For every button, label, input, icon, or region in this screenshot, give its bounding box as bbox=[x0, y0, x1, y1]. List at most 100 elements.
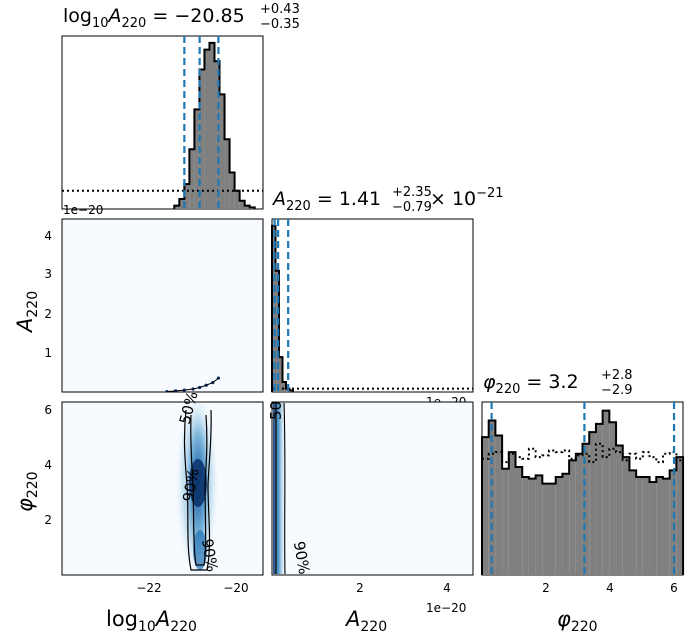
hist-phi-bar bbox=[549, 483, 556, 575]
hist-logA-bar bbox=[239, 200, 245, 209]
hist-phi-bar bbox=[535, 475, 543, 575]
hist-phi-panel: φ220 = 3.2 +2.8 −2.9 bbox=[481, 368, 685, 576]
ytick-A-1: 1 bbox=[44, 346, 52, 360]
hist-logA-bar bbox=[244, 205, 250, 209]
ytick-phi-4: 4 bbox=[44, 458, 52, 472]
xaxis-A-offset-text: 1e−20 bbox=[426, 601, 466, 615]
hist-phi-title: φ220 = 3.2 bbox=[483, 371, 579, 397]
hist-logA-bar bbox=[234, 190, 240, 209]
xtick-A-2: 2 bbox=[356, 581, 364, 595]
hist-A-lower-err: −0.79 bbox=[392, 200, 432, 215]
hist-logA-lower-err: −0.35 bbox=[260, 17, 300, 32]
hist-logA-bar bbox=[219, 94, 225, 209]
hist-phi-bar bbox=[669, 470, 677, 575]
xtick-phi-2: 2 bbox=[542, 581, 550, 595]
hist-phi-bar bbox=[649, 481, 657, 575]
contour-label-90-right: 90% bbox=[198, 537, 222, 573]
contour-label-90-left: 90% bbox=[179, 467, 203, 503]
hist-phi-bar bbox=[622, 457, 630, 575]
xtick-phi-6: 6 bbox=[670, 581, 678, 595]
hist-phi-bar bbox=[676, 457, 684, 575]
xlabel-logA: log10A220 bbox=[106, 607, 197, 635]
scatter-A-vs-logA-frame bbox=[61, 218, 264, 393]
contour-label-50-A: 50 bbox=[267, 401, 285, 420]
hist-logA-upper-err: +0.43 bbox=[260, 2, 300, 17]
hist-logA-panel: log10A220 = −20.85 +0.43 −0.35 1e−20 bbox=[61, 2, 300, 217]
density-lower-lobe bbox=[193, 530, 207, 570]
hist-phi-bar bbox=[582, 443, 590, 575]
scatter-contour bbox=[166, 377, 219, 392]
ytick-A-3: 3 bbox=[44, 267, 52, 281]
hist-phi-bar bbox=[562, 473, 570, 575]
hist-logA-bar bbox=[199, 69, 205, 209]
hist-phi-upper-err: +2.8 bbox=[601, 368, 633, 383]
hist-logA-bar bbox=[194, 109, 200, 209]
hist-phi-bar bbox=[515, 467, 523, 575]
hist-phi-bar bbox=[642, 477, 650, 575]
contour-90 bbox=[183, 409, 212, 571]
hist-logA-bar bbox=[224, 139, 230, 209]
hist-A-title-scale: × 10−21 bbox=[430, 186, 504, 210]
hist-logA-outline bbox=[173, 41, 256, 209]
hist-phi-bar bbox=[609, 422, 617, 575]
hist-phi-bar bbox=[662, 478, 670, 575]
hist-logA-bar bbox=[179, 199, 185, 209]
xlabel-A: A220 bbox=[344, 607, 387, 635]
hist-phi-bar bbox=[555, 477, 563, 575]
hist-A-frame bbox=[271, 218, 474, 393]
xtick-logA-20: −20 bbox=[223, 581, 248, 595]
density-phi-vs-logA-frame bbox=[61, 401, 264, 576]
hist-A-title: A220 = 1.41 bbox=[271, 188, 381, 214]
density-phi-vs-logA-panel: 50% 90% 90% bbox=[61, 389, 264, 576]
density-phi-vs-A-panel: 50 90% bbox=[267, 401, 474, 576]
hist-phi-bar bbox=[522, 477, 529, 575]
ytick-phi-2: 2 bbox=[44, 513, 52, 527]
hist-logA-bar bbox=[204, 49, 210, 209]
xtick-A-4: 4 bbox=[443, 581, 451, 595]
hist-phi-bar bbox=[508, 452, 516, 575]
hist-phi-bar bbox=[575, 453, 583, 575]
xtick-logA-22: −22 bbox=[136, 581, 161, 595]
ytick-A-4: 4 bbox=[44, 229, 52, 243]
hist-phi-bar bbox=[656, 477, 663, 575]
density-phi-vs-A-frame bbox=[271, 401, 474, 576]
hist-logA-bar bbox=[214, 61, 220, 210]
hist-phi-lower-err: −2.9 bbox=[601, 383, 633, 398]
scatter-A-vs-logA-panel bbox=[61, 218, 264, 393]
ytick-A-2: 2 bbox=[44, 307, 52, 321]
hist-phi-bar bbox=[482, 437, 489, 575]
hist-phi-bar bbox=[629, 470, 637, 575]
hist-phi-bar bbox=[542, 483, 550, 575]
hist-phi-bar bbox=[616, 445, 623, 575]
hist-phi-bar bbox=[636, 477, 643, 575]
hist-A-upper-err: +2.35 bbox=[392, 185, 432, 200]
hist-logA-bar bbox=[174, 205, 180, 209]
contour-label-90-A: 90% bbox=[290, 540, 314, 576]
hist-logA-bar bbox=[209, 42, 215, 209]
tick-labels: 4 3 2 1 6 4 2 −22 −20 2 4 1e−20 2 4 6 bbox=[44, 229, 677, 615]
hist-phi-bar bbox=[589, 432, 596, 575]
hist-phi-bar bbox=[495, 435, 503, 575]
hist-logA-bar bbox=[189, 149, 195, 209]
density-strip bbox=[273, 403, 285, 574]
hist-phi-bar bbox=[602, 410, 610, 575]
xtick-phi-4: 4 bbox=[606, 581, 614, 595]
contour-lines bbox=[275, 402, 286, 575]
hist-logA-bar bbox=[184, 184, 190, 209]
hist-phi-bar bbox=[528, 478, 536, 575]
ytick-phi-6: 6 bbox=[44, 403, 52, 417]
hist-A-panel: A220 = 1.41 +2.35 −0.79 × 10−21 1e−20 bbox=[271, 185, 504, 409]
xlabel-phi: φ220 bbox=[557, 607, 598, 635]
hist-A-bar bbox=[278, 357, 283, 392]
hist-phi-outline bbox=[481, 409, 685, 575]
hist-A-bar bbox=[282, 382, 286, 392]
contour-50 bbox=[190, 414, 208, 566]
hist-phi-bar bbox=[488, 420, 496, 575]
hist-logA-title: log10A220 = −20.85 bbox=[63, 5, 245, 31]
hist-phi-bar bbox=[595, 423, 603, 575]
hist-phi-bar bbox=[502, 468, 509, 575]
hist-phi-prior bbox=[482, 442, 684, 464]
hist-phi-bar bbox=[569, 460, 576, 575]
hist-logA-offset-text: 1e−20 bbox=[63, 203, 103, 217]
